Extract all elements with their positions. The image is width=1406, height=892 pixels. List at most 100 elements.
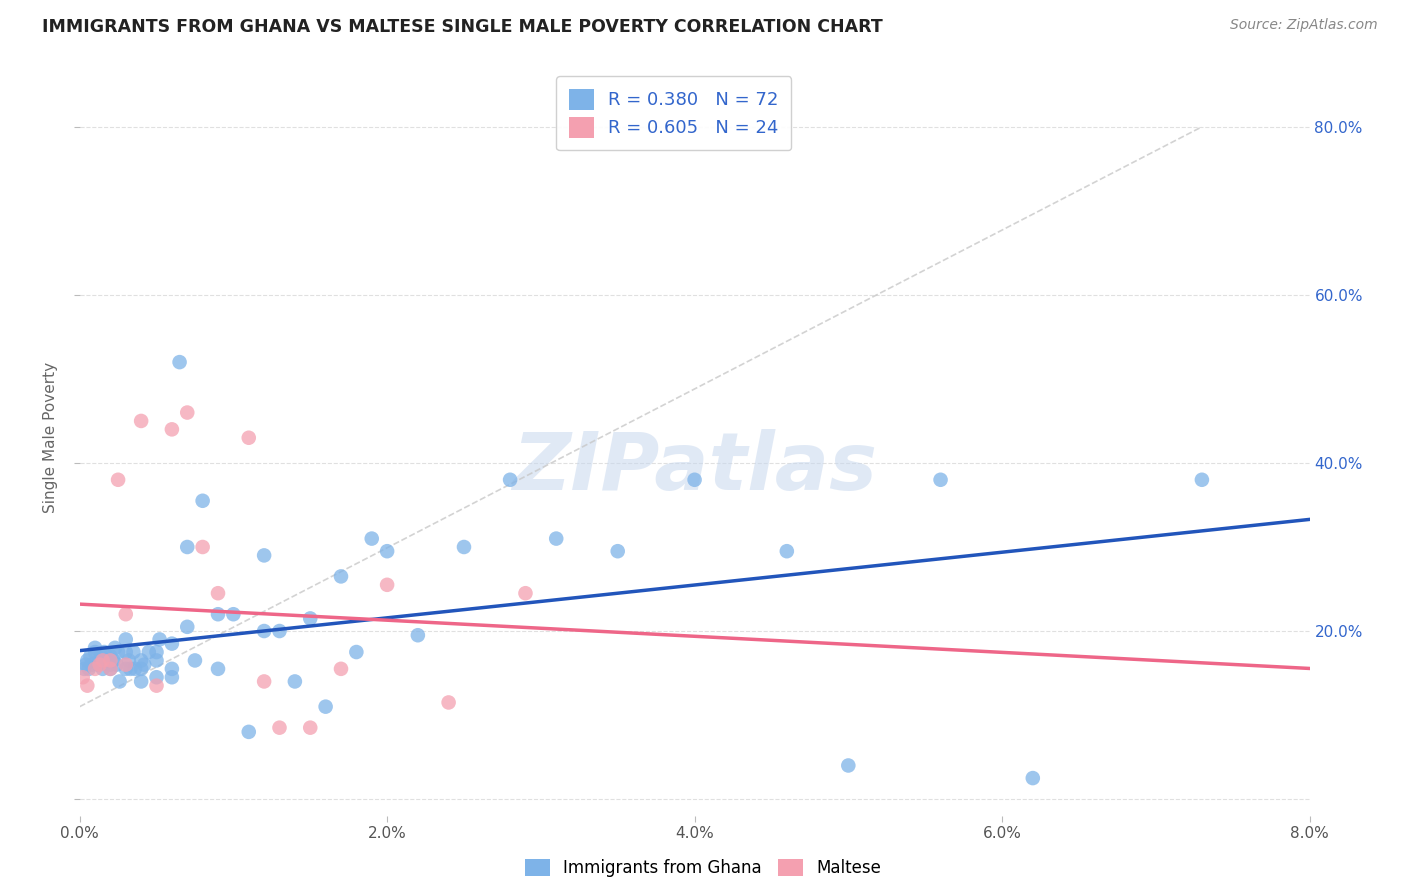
Point [499, 473, 522, 487]
Point [176, 540, 198, 554]
Point [89, 657, 111, 672]
Point [114, 632, 136, 647]
Point [77, 662, 100, 676]
Point [84, 640, 107, 655]
Point [73, 662, 96, 676]
Point [104, 640, 127, 655]
Text: Source: ZipAtlas.com: Source: ZipAtlas.com [1230, 18, 1378, 32]
Point [105, 657, 128, 672]
Point [191, 540, 214, 554]
Point [107, 473, 129, 487]
Point [145, 653, 167, 667]
Point [114, 657, 136, 672]
Point [87, 657, 110, 672]
Point [238, 431, 260, 445]
Point [315, 699, 337, 714]
Point [515, 586, 537, 600]
Point [929, 473, 952, 487]
Point [1191, 473, 1213, 487]
Point [160, 662, 183, 676]
Point [108, 674, 131, 689]
Point [122, 645, 145, 659]
Point [546, 532, 568, 546]
Point [169, 355, 191, 369]
Point [118, 653, 141, 667]
Point [330, 569, 353, 583]
Point [837, 758, 859, 772]
Point [145, 670, 167, 684]
Point [84, 662, 107, 676]
Point [253, 549, 276, 563]
Point [76, 653, 98, 667]
Point [79, 649, 101, 664]
Point [129, 662, 152, 676]
Point [129, 674, 152, 689]
Point [160, 422, 183, 436]
Point [207, 607, 229, 622]
Point [72, 670, 94, 684]
Point [134, 657, 156, 672]
Point [145, 645, 167, 659]
Point [184, 653, 207, 667]
Point [253, 674, 276, 689]
Point [93, 645, 115, 659]
Point [103, 653, 125, 667]
Point [114, 662, 136, 676]
Point [129, 653, 152, 667]
Point [100, 662, 122, 676]
Point [100, 649, 122, 664]
Point [776, 544, 799, 558]
Legend: R = 0.380   N = 72, R = 0.605   N = 24: R = 0.380 N = 72, R = 0.605 N = 24 [555, 76, 792, 151]
Point [138, 645, 160, 659]
Point [437, 696, 460, 710]
Point [89, 653, 111, 667]
Point [207, 586, 229, 600]
Point [269, 721, 291, 735]
Point [91, 662, 114, 676]
Point [606, 544, 628, 558]
Point [76, 679, 98, 693]
Point [269, 624, 291, 638]
Point [344, 645, 367, 659]
Point [683, 473, 706, 487]
Point [238, 724, 260, 739]
Point [160, 637, 183, 651]
Point [375, 578, 398, 592]
Point [145, 679, 167, 693]
Point [124, 662, 146, 676]
Point [453, 540, 475, 554]
Point [84, 645, 107, 659]
Point [96, 653, 118, 667]
Point [114, 645, 136, 659]
Point [176, 620, 198, 634]
Point [207, 662, 229, 676]
Point [114, 607, 136, 622]
Point [222, 607, 245, 622]
Point [149, 632, 172, 647]
Point [191, 493, 214, 508]
Point [375, 544, 398, 558]
Point [100, 653, 122, 667]
Point [91, 653, 114, 667]
Point [360, 532, 382, 546]
Point [120, 662, 142, 676]
Point [299, 721, 322, 735]
Y-axis label: Single Male Poverty: Single Male Poverty [44, 362, 58, 513]
Point [1022, 771, 1045, 785]
Point [80, 657, 103, 672]
Point [406, 628, 429, 642]
Point [253, 624, 276, 638]
Point [330, 662, 353, 676]
Point [75, 657, 97, 672]
Point [160, 670, 183, 684]
Point [176, 405, 198, 419]
Point [107, 645, 129, 659]
Point [129, 414, 152, 428]
Legend: Immigrants from Ghana, Maltese: Immigrants from Ghana, Maltese [517, 852, 889, 884]
Point [90, 649, 112, 664]
Point [284, 674, 307, 689]
Point [100, 657, 122, 672]
Point [94, 649, 117, 664]
Point [100, 662, 122, 676]
Text: ZIPatlas: ZIPatlas [512, 429, 877, 507]
